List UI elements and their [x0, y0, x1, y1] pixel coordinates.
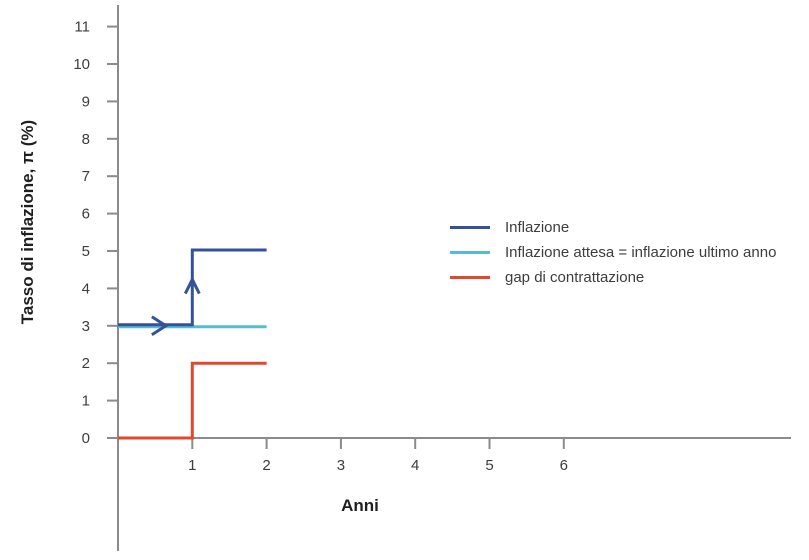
legend-swatch-gap-di-contrattazione	[450, 276, 490, 279]
series-gap-di-contrattazione	[118, 361, 267, 440]
y-tick-label: 10	[73, 56, 90, 73]
y-tick-label: 11	[74, 19, 90, 36]
y-tick-label: 7	[82, 168, 90, 185]
x-tick-label: 3	[337, 457, 345, 474]
y-tick-label: 3	[82, 318, 90, 335]
legend-swatch-inflazione	[450, 226, 490, 229]
legend-label: gap di contrattazione	[505, 269, 645, 286]
y-tick-label: 6	[82, 206, 90, 223]
series-inflazione	[118, 248, 267, 327]
y-tick-label: 9	[82, 93, 90, 110]
y-tick-label: 2	[82, 355, 90, 372]
legend-item-gap-di-contrattazione: gap di contrattazione	[450, 265, 776, 290]
legend-item-inflazione-attesa: Inflazione attesa = inflazione ultimo an…	[450, 240, 776, 265]
y-axis-title: Tasso di inflazione, π (%)	[18, 119, 37, 325]
y-tick-label: 1	[82, 393, 90, 410]
legend-label: Inflazione attesa = inflazione ultimo an…	[505, 244, 777, 261]
legend-label: Inflazione	[505, 219, 570, 236]
y-tick-label: 8	[82, 131, 90, 148]
legend: Inflazione Inflazione attesa = inflazion…	[450, 215, 776, 290]
arrow-up-icon	[183, 276, 201, 295]
x-tick-label: 2	[262, 457, 270, 474]
y-tick-label: 5	[82, 243, 90, 260]
y-tick-label: 4	[82, 280, 90, 297]
x-tick-label: 4	[411, 457, 419, 474]
legend-item-inflazione: Inflazione	[450, 215, 776, 240]
x-axis-title: Anni	[341, 496, 379, 515]
x-tick-label: 1	[188, 457, 196, 474]
x-tick-label: 5	[485, 457, 493, 474]
legend-swatch-inflazione-attesa	[450, 251, 490, 254]
x-tick-label: 6	[560, 457, 568, 474]
y-tick-label: 0	[82, 430, 90, 447]
arrow-right-icon	[151, 315, 169, 337]
